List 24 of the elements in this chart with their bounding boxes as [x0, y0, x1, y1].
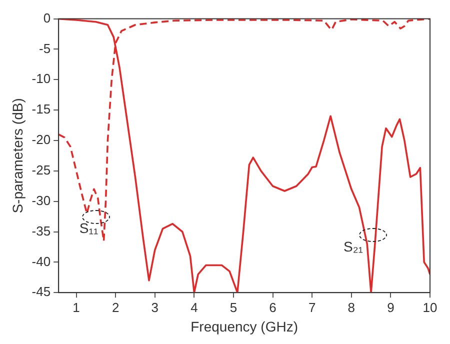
y-tick-label: -20: [32, 132, 51, 148]
x-tick-label: 6: [269, 300, 276, 315]
y-axis-title: S-parameters (dB): [9, 98, 26, 214]
x-tick-label: 4: [190, 300, 198, 315]
x-tick-label: 5: [230, 300, 238, 315]
x-tick-label: 1: [72, 300, 80, 315]
x-axis-title: Frequency (GHz): [190, 318, 298, 334]
annotation: S₁₁: [79, 220, 98, 236]
x-tick-label: 7: [308, 300, 316, 315]
x-tick-label: 8: [348, 300, 356, 315]
x-tick-label: 10: [422, 300, 438, 315]
y-tick-label: -45: [32, 284, 51, 300]
y-tick-label: -15: [32, 102, 51, 117]
x-tick-label: 3: [151, 300, 158, 315]
y-tick-label: -25: [32, 162, 51, 178]
y-tick-label: -30: [32, 192, 51, 208]
y-tick-label: -10: [32, 71, 51, 86]
y-tick-label: -5: [39, 40, 51, 56]
y-tick-label: -35: [32, 223, 51, 238]
x-tick-label: 2: [112, 300, 120, 315]
y-tick-label: -40: [32, 254, 51, 269]
x-tick-label: 9: [387, 300, 394, 315]
annotation: S₂₁: [344, 238, 364, 254]
y-tick-label: 0: [43, 10, 51, 26]
